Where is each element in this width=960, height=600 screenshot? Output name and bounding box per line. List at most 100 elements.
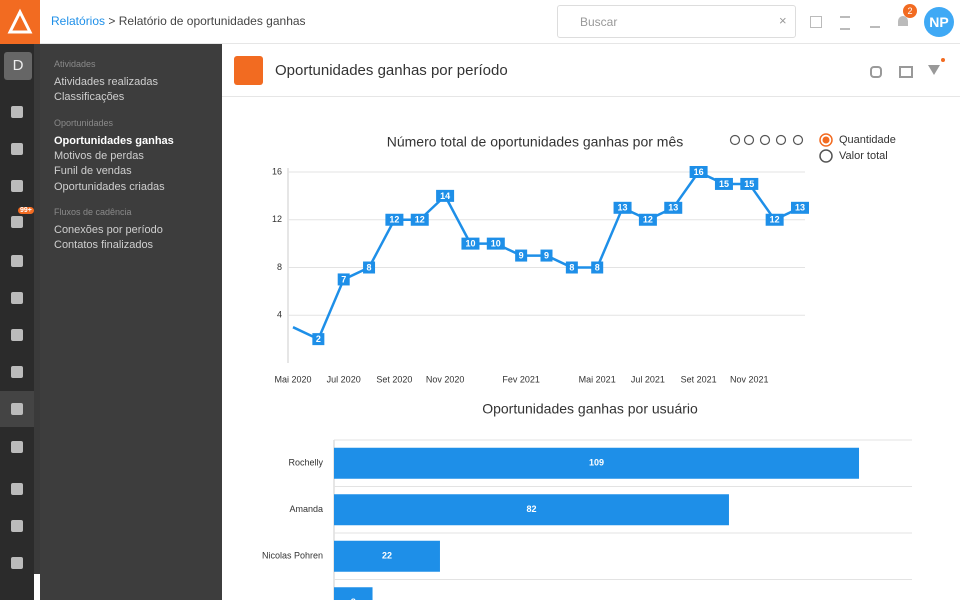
legend-label: Quantidade [839, 134, 896, 146]
nav-icon[interactable] [11, 216, 23, 228]
data-label: 16 [694, 167, 704, 177]
data-label: 12 [770, 215, 780, 225]
data-label: 13 [618, 203, 628, 213]
toolbar-icon [759, 134, 771, 146]
data-label: 13 [668, 203, 678, 213]
page-icon [234, 56, 263, 85]
toolbar-icon [775, 134, 787, 146]
nav-icon[interactable] [11, 366, 23, 378]
menu-section-title: Atividades [54, 59, 96, 69]
toolbar-icon [792, 134, 804, 146]
data-label: 109 [589, 458, 604, 468]
nav-icon[interactable] [11, 255, 23, 267]
data-label: 22 [382, 551, 392, 561]
page-title: Oportunidades ganhas por período [275, 62, 508, 79]
list-icon[interactable] [840, 16, 850, 30]
x-tick-label: Nov 2020 [426, 374, 465, 384]
avatar[interactable]: NP [924, 7, 954, 37]
data-point [714, 177, 733, 190]
logo[interactable] [0, 0, 40, 44]
bar [334, 447, 860, 479]
chart-title: Número total de oportunidades ganhas por… [387, 134, 684, 150]
menu-section-title: Oportunidades [54, 117, 114, 128]
page-header: Oportunidades ganhas por período [222, 44, 960, 97]
data-point [591, 261, 604, 274]
data-label: 12 [415, 215, 425, 225]
search-clear[interactable]: × [779, 13, 787, 28]
data-point [515, 249, 528, 262]
menu-item[interactable]: Contatos finalizados [54, 239, 154, 252]
data-label: 8 [595, 262, 600, 272]
bar [334, 587, 373, 600]
nav-icon[interactable] [11, 520, 23, 532]
nav-icon[interactable] [11, 441, 23, 453]
legend-radio-dot [822, 136, 830, 144]
toolbar-icon [729, 134, 741, 146]
menu-item[interactable]: Classificações [54, 91, 125, 104]
nav-icon[interactable] [11, 403, 23, 415]
download-icon[interactable] [870, 16, 880, 28]
x-tick-label: Nov 2021 [730, 374, 769, 384]
bar [334, 540, 440, 572]
nav-icon[interactable] [11, 106, 23, 118]
y-tick-label: Amanda [289, 504, 323, 514]
data-point [765, 213, 784, 226]
calendar-icon[interactable] [810, 16, 822, 28]
y-tick-label: Nicolas Pohren [262, 551, 323, 561]
menu-item[interactable]: Atividades realizadas [54, 76, 158, 88]
data-point [385, 213, 404, 226]
nav-icon[interactable] [11, 483, 23, 495]
data-point [337, 273, 350, 286]
toolbar-icon [743, 134, 755, 146]
print-icon[interactable] [899, 66, 913, 78]
nav-icon[interactable] [11, 292, 23, 304]
nav-icon[interactable] [11, 180, 23, 192]
top-bar: Relatórios > Relatório de oportunidades … [40, 0, 960, 44]
filter-icon[interactable] [928, 65, 940, 75]
data-label: 13 [795, 203, 805, 213]
data-label: 2 [316, 334, 321, 344]
settings-icon[interactable] [870, 66, 882, 78]
workspace-button[interactable]: D [4, 52, 32, 80]
y-tick-label: Rochelly [288, 458, 323, 468]
x-tick-label: Jul 2021 [631, 374, 665, 384]
bar [334, 494, 729, 526]
breadcrumb-link[interactable]: Relatórios [51, 14, 106, 28]
data-label: 12 [643, 215, 653, 225]
data-point [791, 201, 809, 214]
data-point [436, 189, 455, 202]
menu-item[interactable]: Conexões por período [54, 223, 163, 236]
nav-icon[interactable] [11, 329, 23, 341]
legend-label: Valor total [839, 150, 888, 162]
data-point [461, 237, 480, 250]
x-tick-label: Jul 2020 [327, 374, 361, 384]
y-tick-label: 12 [272, 214, 282, 224]
menu-item[interactable]: Motivos de perdas [54, 149, 144, 162]
data-point [486, 237, 505, 250]
data-point [613, 201, 632, 214]
chart-title: Oportunidades ganhas por usuário [482, 401, 698, 417]
nav-icon[interactable] [11, 143, 23, 155]
data-point [312, 333, 325, 346]
nav-icon[interactable] [11, 557, 23, 569]
menu-item[interactable]: Oportunidades ganhas [54, 134, 174, 147]
x-tick-label: Mai 2021 [579, 374, 616, 384]
data-label: 15 [744, 179, 754, 189]
x-tick-label: Set 2021 [681, 374, 717, 384]
search-box[interactable]: Buscar × [557, 5, 796, 38]
menu-item[interactable]: Funil de vendas [54, 165, 132, 178]
data-point [363, 261, 376, 274]
x-tick-label: Set 2020 [376, 374, 412, 384]
data-point [689, 166, 708, 178]
bell-icon[interactable] [898, 16, 908, 26]
menu-item[interactable]: Oportunidades criadas [54, 180, 165, 193]
data-label: 14 [440, 191, 450, 201]
logo-icon [7, 8, 33, 34]
data-label: 8 [367, 262, 372, 272]
notification-badge: 2 [903, 4, 917, 18]
y-tick-label: 4 [277, 310, 282, 320]
data-label: 10 [465, 239, 475, 249]
data-point [638, 213, 657, 226]
sidebar-edge [34, 44, 40, 574]
